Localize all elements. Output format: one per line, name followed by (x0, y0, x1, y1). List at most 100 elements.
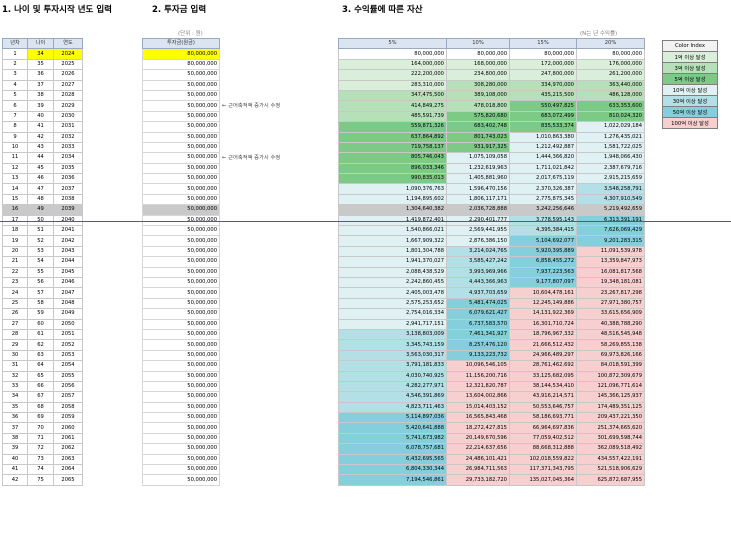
age-cell[interactable]: 45 (27, 162, 54, 175)
year-cell[interactable]: 2034 (53, 152, 83, 164)
year-index-cell[interactable]: 26 (2, 308, 28, 320)
year-cell[interactable]: 2064 (53, 463, 83, 476)
principal-cell[interactable]: 50,000,000 (142, 463, 220, 476)
year-index-cell[interactable]: 23 (2, 276, 28, 289)
year-cell[interactable]: 2051 (53, 328, 83, 341)
principal-cell[interactable]: 50,000,000 (142, 173, 220, 185)
year-index-cell[interactable]: 38 (2, 432, 28, 445)
principal-cell[interactable]: 50,000,000 (142, 287, 220, 299)
year-index-cell[interactable]: 10 (2, 141, 28, 154)
age-cell[interactable]: 68 (27, 401, 54, 414)
year-index-cell[interactable]: 39 (2, 443, 28, 455)
age-cell[interactable]: 62 (27, 339, 54, 351)
year-cell[interactable]: 2033 (53, 141, 83, 154)
year-index-cell[interactable]: 35 (2, 401, 28, 414)
principal-cell[interactable]: 50,000,000 (142, 121, 220, 133)
year-index-cell[interactable]: 28 (2, 328, 28, 341)
age-cell[interactable]: 58 (27, 297, 54, 310)
principal-cell[interactable]: 50,000,000 (142, 100, 220, 112)
year-index-cell[interactable]: 40 (2, 453, 28, 466)
year-cell[interactable]: 2030 (53, 110, 83, 123)
age-cell[interactable]: 35 (27, 58, 54, 71)
year-index-cell[interactable]: 16 (2, 204, 28, 216)
age-cell[interactable]: 39 (27, 100, 54, 112)
year-index-cell[interactable]: 37 (2, 422, 28, 434)
principal-cell[interactable]: 50,000,000 (142, 141, 220, 154)
year-cell[interactable]: 2044 (53, 256, 83, 268)
principal-cell[interactable]: 50,000,000 (142, 412, 220, 424)
principal-cell[interactable]: 50,000,000 (142, 453, 220, 466)
year-index-cell[interactable]: 13 (2, 173, 28, 185)
year-index-cell[interactable]: 7 (2, 110, 28, 123)
principal-cell[interactable]: 50,000,000 (142, 89, 220, 102)
principal-cell[interactable]: 50,000,000 (142, 380, 220, 393)
year-index-cell[interactable]: 2 (2, 58, 28, 71)
age-cell[interactable]: 37 (27, 79, 54, 91)
age-cell[interactable]: 34 (27, 48, 54, 60)
year-index-cell[interactable]: 32 (2, 370, 28, 382)
principal-cell[interactable]: 50,000,000 (142, 318, 220, 330)
principal-cell[interactable]: 50,000,000 (142, 152, 220, 164)
age-cell[interactable]: 59 (27, 308, 54, 320)
year-index-cell[interactable]: 27 (2, 318, 28, 330)
age-cell[interactable]: 55 (27, 266, 54, 279)
principal-cell[interactable]: 80,000,000 (142, 58, 220, 71)
principal-cell[interactable]: 50,000,000 (142, 443, 220, 455)
year-cell[interactable]: 2054 (53, 360, 83, 372)
principal-cell[interactable]: 50,000,000 (142, 422, 220, 434)
principal-cell[interactable]: 50,000,000 (142, 349, 220, 362)
age-cell[interactable]: 63 (27, 349, 54, 362)
year-index-cell[interactable]: 8 (2, 121, 28, 133)
principal-cell[interactable]: 50,000,000 (142, 110, 220, 123)
principal-cell[interactable]: 50,000,000 (142, 256, 220, 268)
principal-cell[interactable]: 50,000,000 (142, 360, 220, 372)
year-cell[interactable]: 2026 (53, 69, 83, 81)
principal-cell[interactable]: 50,000,000 (142, 69, 220, 81)
year-index-cell[interactable]: 11 (2, 152, 28, 164)
age-cell[interactable]: 48 (27, 193, 54, 206)
principal-cell[interactable]: 50,000,000 (142, 162, 220, 175)
year-cell[interactable]: 2049 (53, 308, 83, 320)
principal-cell[interactable]: 50,000,000 (142, 193, 220, 206)
age-cell[interactable]: 38 (27, 89, 54, 102)
age-cell[interactable]: 46 (27, 173, 54, 185)
year-cell[interactable]: 2060 (53, 422, 83, 434)
principal-cell[interactable]: 50,000,000 (142, 245, 220, 258)
year-index-cell[interactable]: 31 (2, 360, 28, 372)
age-cell[interactable]: 60 (27, 318, 54, 330)
year-index-cell[interactable]: 34 (2, 391, 28, 403)
year-index-cell[interactable]: 15 (2, 193, 28, 206)
principal-cell[interactable]: 50,000,000 (142, 328, 220, 341)
year-index-cell[interactable]: 36 (2, 412, 28, 424)
year-cell[interactable]: 2036 (53, 173, 83, 185)
year-cell[interactable]: 2041 (53, 225, 83, 237)
year-index-cell[interactable]: 6 (2, 100, 28, 112)
year-cell[interactable]: 2052 (53, 339, 83, 351)
year-index-cell[interactable]: 14 (2, 183, 28, 195)
year-cell[interactable]: 2025 (53, 58, 83, 71)
year-cell[interactable]: 2035 (53, 162, 83, 175)
age-cell[interactable]: 51 (27, 225, 54, 237)
principal-cell[interactable]: 50,000,000 (142, 391, 220, 403)
age-cell[interactable]: 44 (27, 152, 54, 164)
principal-cell[interactable]: 50,000,000 (142, 266, 220, 279)
year-cell[interactable]: 2042 (53, 235, 83, 247)
age-cell[interactable]: 47 (27, 183, 54, 195)
age-cell[interactable]: 36 (27, 69, 54, 81)
principal-cell[interactable]: 80,000,000 (142, 48, 220, 60)
year-index-cell[interactable]: 4 (2, 79, 28, 91)
age-cell[interactable]: 49 (27, 204, 54, 216)
year-cell[interactable]: 2061 (53, 432, 83, 445)
year-cell[interactable]: 2039 (53, 204, 83, 216)
year-cell[interactable]: 2062 (53, 443, 83, 455)
year-index-cell[interactable]: 20 (2, 245, 28, 258)
age-cell[interactable]: 43 (27, 141, 54, 154)
year-index-cell[interactable]: 22 (2, 266, 28, 279)
principal-cell[interactable]: 50,000,000 (142, 235, 220, 247)
year-index-cell[interactable]: 9 (2, 131, 28, 143)
year-cell[interactable]: 2055 (53, 370, 83, 382)
year-index-cell[interactable]: 5 (2, 89, 28, 102)
age-cell[interactable]: 74 (27, 463, 54, 476)
year-cell[interactable]: 2047 (53, 287, 83, 299)
principal-cell[interactable]: 50,000,000 (142, 204, 220, 216)
